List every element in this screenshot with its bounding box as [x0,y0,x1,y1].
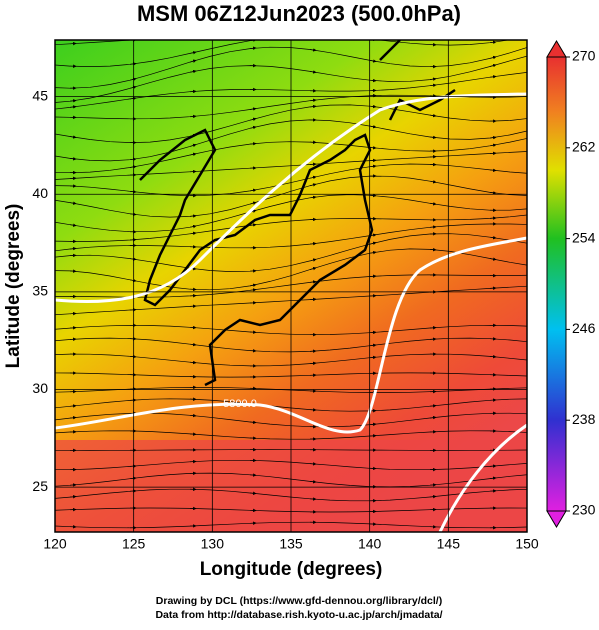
colorbar-tick-label: 254 [572,229,596,245]
x-tick-label: 120 [43,536,67,552]
colorbar-extend-bottom [547,511,566,527]
x-tick-label: 125 [122,536,146,552]
x-tick-label: 150 [515,536,539,552]
y-tick-label: 40 [32,185,48,201]
stream-arrow [190,539,196,540]
footer-credit: Drawing by DCL (https://www.gfd-dennou.o… [156,595,442,607]
x-axis-label: Longitude (degrees) [200,559,383,580]
x-tick-label: 130 [201,536,225,552]
x-tick-label: 135 [279,536,303,552]
footer-source: Data from http://database.rish.kyoto-u.a… [155,609,442,621]
colorbar-tick-label: 246 [572,320,596,336]
y-tick-label: 25 [32,478,48,494]
colorbar: 230 238 246 254 262 270 [547,41,596,527]
x-tick-label: 145 [437,536,461,552]
y-tick-label: 30 [32,380,48,396]
colorbar-extend-top [547,41,566,57]
x-tick-label: 140 [358,536,382,552]
contour-label: 5800.0 [223,398,257,410]
y-tick-label: 35 [32,283,48,299]
colorbar-tick-label: 262 [572,139,596,155]
colorbar-tick-label: 230 [572,502,596,518]
y-tick-label: 45 [32,87,48,103]
map-field: 5800.0 [50,16,530,546]
colorbar-tick-label: 270 [572,48,596,64]
title: MSM 06Z12Jun2023 (500.0hPa) [137,1,461,26]
colorbar-scale [547,57,566,511]
colorbar-tick-label: 238 [572,411,596,427]
y-axis-label: Latitude (degrees) [3,204,24,369]
